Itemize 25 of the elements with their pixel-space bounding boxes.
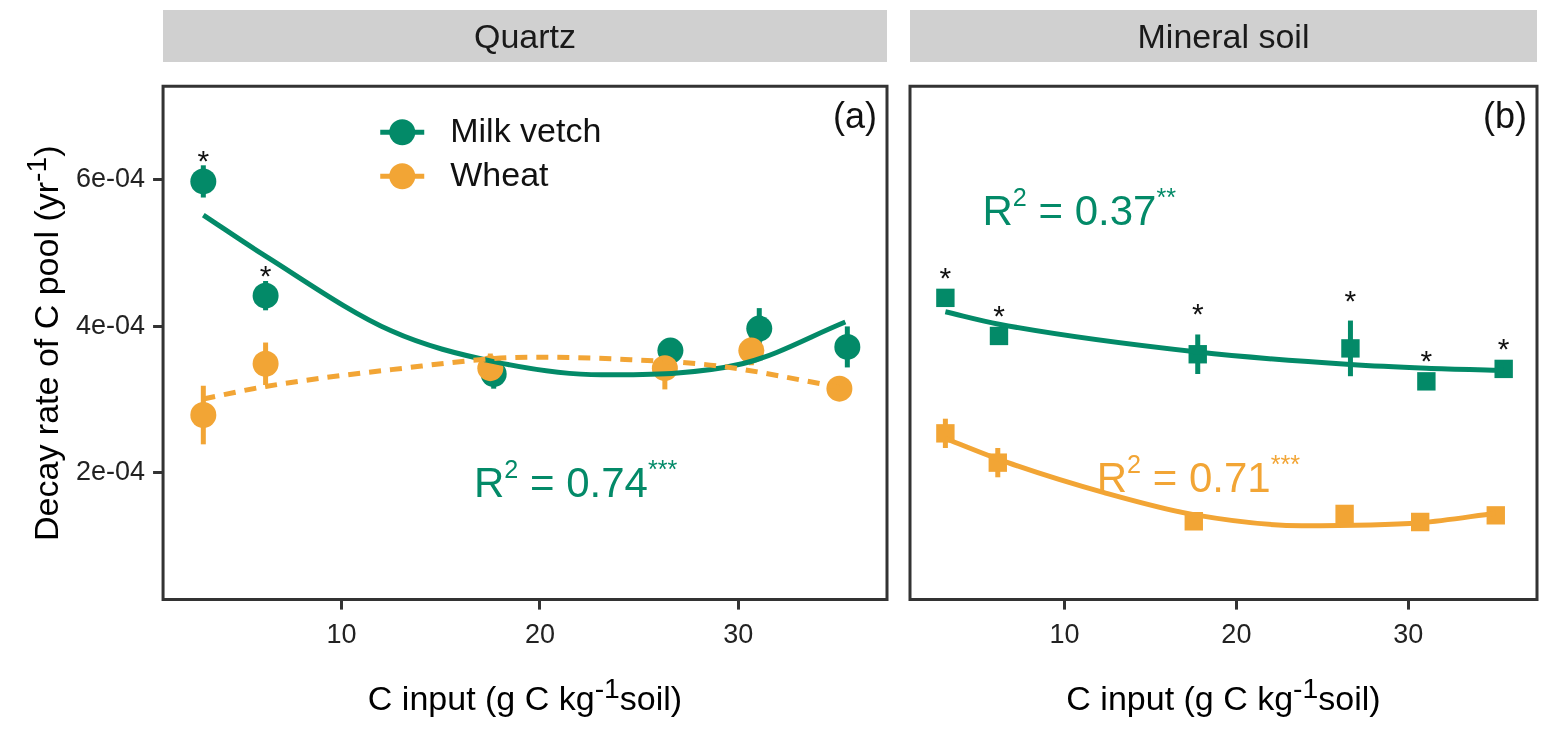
x-tick-label: 30 — [1393, 619, 1424, 650]
annotation: * — [197, 144, 210, 178]
y-tick-label: 2e-04 — [75, 456, 146, 487]
x-axis-title: C input (g C kg$^{-1}$soil) — [366, 672, 684, 719]
annotation: * — [1344, 283, 1357, 317]
x-tick-label: 10 — [326, 619, 357, 650]
annotation: * — [1497, 331, 1510, 365]
x-tick-label: 10 — [1049, 619, 1080, 650]
y-tick-label: 4e-04 — [75, 309, 146, 340]
chart-title: Mineral soil — [910, 10, 1537, 62]
annotation: * — [1191, 297, 1204, 331]
x-tick-label: 20 — [524, 619, 555, 650]
legend-label: Wheat — [450, 154, 550, 193]
x-tick-label: 20 — [1221, 619, 1252, 650]
legend-label: Milk vetch — [450, 110, 602, 149]
x-tick-label: 30 — [723, 619, 754, 650]
annotation: * — [1420, 344, 1433, 378]
annotation: * — [993, 298, 1006, 332]
annotation: * — [259, 258, 272, 292]
chart-title: Quartz — [163, 10, 887, 62]
y-tick-label: 6e-04 — [75, 163, 146, 194]
annotation: (a) — [833, 95, 877, 137]
x-axis-title: C input (g C kg$^{-1}$soil) — [1065, 672, 1382, 719]
annotation: (b) — [1483, 95, 1527, 137]
annotation: * — [939, 260, 952, 294]
